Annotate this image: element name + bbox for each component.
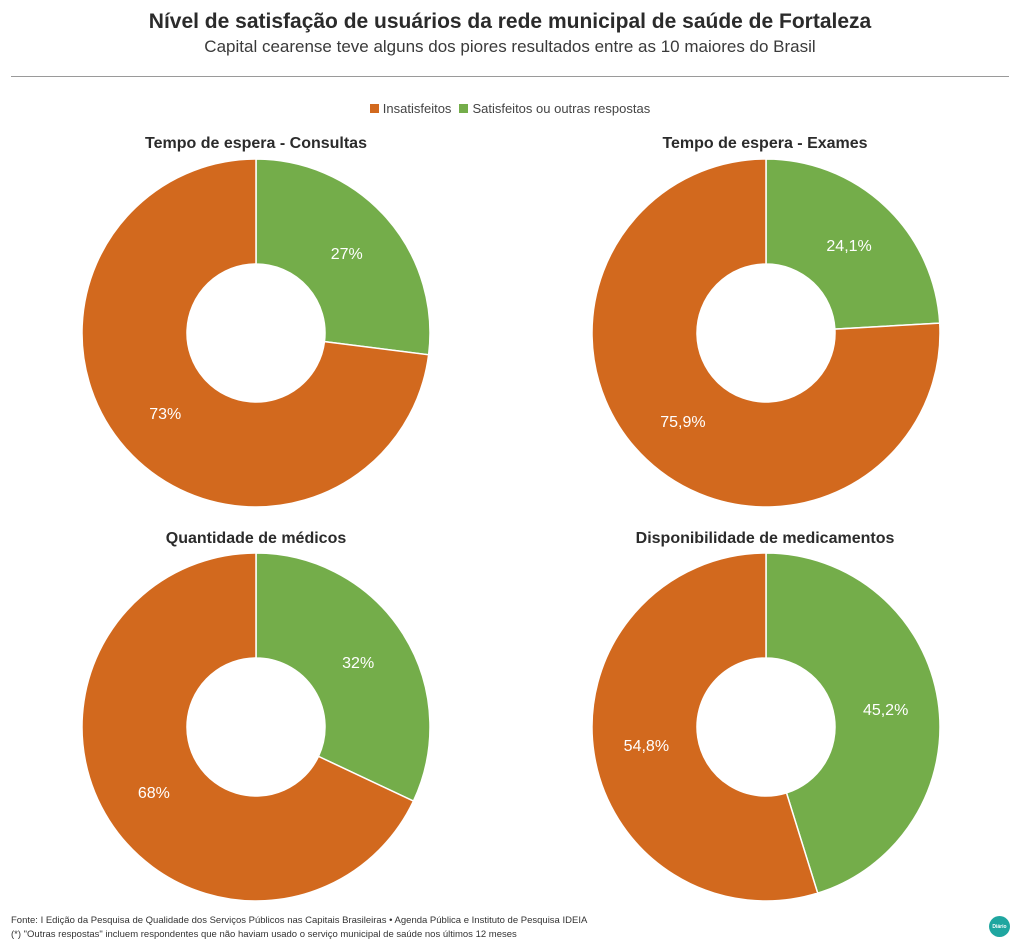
data-label-medicos-satisfeitos: 32%	[342, 655, 374, 672]
data-label-consultas-insatisfeitos: 73%	[149, 406, 181, 423]
data-label-exames-satisfeitos: 24,1%	[826, 238, 871, 255]
data-label-medicos-insatisfeitos: 68%	[138, 785, 170, 802]
brand-logo: Diário	[989, 916, 1010, 937]
legend-item-insatisfeitos: Insatisfeitos	[369, 101, 452, 116]
slice-exames-satisfeitos	[765, 158, 941, 330]
data-label-medicamentos-insatisfeitos: 54,8%	[624, 738, 669, 755]
slice-consultas-insatisfeitos	[81, 158, 430, 508]
panel-title-consultas: Tempo de espera - Consultas	[145, 135, 367, 152]
slice-consultas-satisfeitos	[255, 158, 431, 356]
panel-title-exames: Tempo de espera - Exames	[662, 135, 868, 152]
header-divider	[11, 76, 1009, 77]
slice-exames-insatisfeitos	[591, 158, 941, 508]
slice-medicos-insatisfeitos	[81, 552, 415, 902]
legend-label-satisfeitos: Satisfeitos ou outras respostas	[472, 101, 651, 116]
footer-note: (*) "Outras respostas" incluem responden…	[11, 929, 517, 940]
data-label-exames-insatisfeitos: 75,9%	[660, 414, 705, 431]
footer-source: Fonte: I Edição da Pesquisa de Qualidade…	[11, 915, 588, 926]
slice-medicamentos-insatisfeitos	[591, 552, 819, 902]
data-label-consultas-satisfeitos: 27%	[331, 246, 363, 263]
legend-label-insatisfeitos: Insatisfeitos	[382, 101, 452, 116]
legend-swatch-satisfeitos	[459, 104, 469, 113]
panel-title-medicamentos: Disponibilidade de medicamentos	[635, 530, 895, 547]
chart-subtitle: Capital cearense teve alguns dos piores …	[204, 37, 816, 56]
slice-medicos-satisfeitos	[255, 552, 431, 803]
panel-title-medicos: Quantidade de médicos	[165, 530, 347, 547]
slice-medicamentos-satisfeitos	[765, 552, 941, 895]
legend-item-satisfeitos: Satisfeitos ou outras respostas	[459, 101, 650, 116]
data-label-medicamentos-satisfeitos: 45,2%	[863, 702, 908, 719]
chart-title-main: Nível de satisfação de usuários da rede …	[148, 10, 872, 33]
legend: Insatisfeitos Satisfeitos ou outras resp…	[0, 101, 1020, 116]
legend-swatch-insatisfeitos	[369, 104, 379, 113]
